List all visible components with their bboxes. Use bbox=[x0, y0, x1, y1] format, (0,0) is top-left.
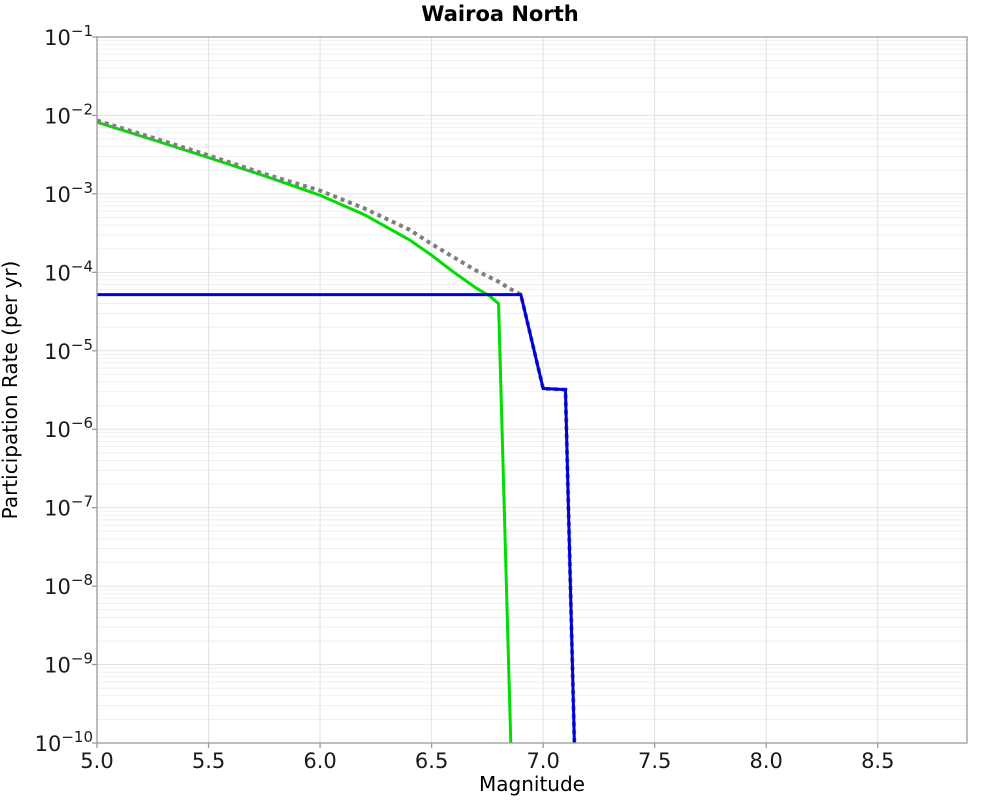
x-tick-label: 5.5 bbox=[192, 749, 225, 773]
x-tick-label: 5.0 bbox=[80, 749, 113, 773]
y-tick-label: 10−7 bbox=[44, 493, 93, 521]
y-tick-label: 10−4 bbox=[44, 257, 93, 285]
y-tick-label: 10−10 bbox=[35, 728, 93, 756]
series-blue-solid-curve bbox=[97, 293, 576, 744]
axes-layer bbox=[92, 36, 968, 748]
grid-layer bbox=[96, 36, 967, 744]
y-tick-label: 10−5 bbox=[44, 336, 93, 364]
series-gray-dotted-curve bbox=[96, 118, 577, 744]
x-tick-label: 6.5 bbox=[415, 749, 448, 773]
tick-labels-layer: 5.0 5.5 6.0 6.5 7.0 7.5 8.0 8.5 10−1 10−2 10−3 10−4… bbox=[35, 22, 895, 773]
series-layer bbox=[96, 118, 577, 744]
x-tick-label: 8.0 bbox=[750, 749, 783, 773]
y-tick-label: 10−8 bbox=[44, 571, 93, 599]
plot-border bbox=[96, 36, 968, 744]
x-tick-label: 7.5 bbox=[638, 749, 671, 773]
y-tick-label: 10−2 bbox=[44, 100, 93, 128]
y-tick-label: 10−1 bbox=[44, 22, 93, 50]
y-tick-label: 10−3 bbox=[44, 179, 93, 207]
x-tick-label: 7.0 bbox=[526, 749, 559, 773]
y-axis-label: Participation Rate (per yr) bbox=[0, 261, 22, 520]
x-tick-label: 8.5 bbox=[861, 749, 894, 773]
y-tick-label: 10−9 bbox=[44, 650, 93, 678]
x-tick-label: 6.0 bbox=[303, 749, 336, 773]
x-axis-label: Magnitude bbox=[479, 772, 585, 796]
chart-title: Wairoa North bbox=[421, 2, 578, 26]
y-tick-label: 10−6 bbox=[44, 414, 93, 442]
